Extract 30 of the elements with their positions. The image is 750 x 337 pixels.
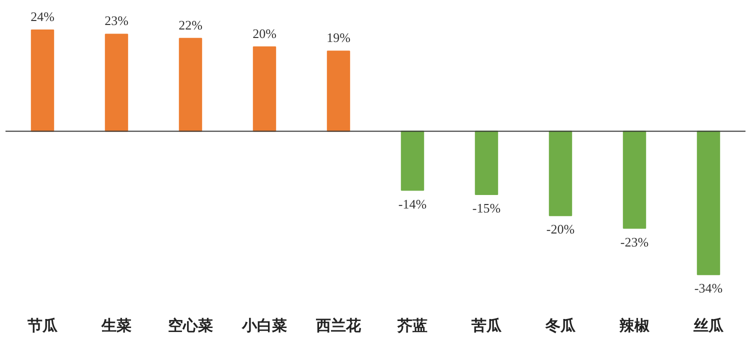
data-label: 24%: [30, 8, 55, 24]
bar: [622, 130, 646, 229]
x-tick-label: 西兰花: [315, 318, 362, 334]
bar: [104, 34, 128, 132]
data-label: -34%: [694, 280, 723, 296]
x-tick-label: 生菜: [100, 318, 132, 334]
x-tick-label: 苦瓜: [470, 318, 502, 334]
data-label: 23%: [104, 13, 129, 28]
data-label: -15%: [472, 200, 501, 216]
bar: [474, 130, 498, 196]
bar: [400, 130, 424, 191]
data-label: -14%: [398, 196, 427, 212]
data-label: -23%: [620, 234, 649, 250]
x-tick-label: 丝瓜: [692, 318, 724, 334]
bar: [178, 38, 202, 132]
bar: [326, 50, 350, 132]
data-label: 20%: [252, 26, 277, 41]
bar: [548, 130, 572, 216]
data-label: 19%: [326, 30, 351, 46]
x-tick-label: 小白菜: [241, 318, 287, 334]
x-tick-label: 辣椒: [618, 318, 650, 334]
data-label: 22%: [178, 17, 203, 32]
x-tick-label: 空心菜: [168, 316, 213, 334]
x-tick-label: 芥蓝: [396, 318, 428, 334]
data-label: -20%: [546, 222, 575, 237]
x-tick-label: 冬瓜: [544, 318, 576, 334]
bar: [30, 29, 54, 132]
bar: [252, 46, 276, 132]
bar: [696, 130, 720, 276]
x-tick-label: 节瓜: [26, 318, 58, 334]
